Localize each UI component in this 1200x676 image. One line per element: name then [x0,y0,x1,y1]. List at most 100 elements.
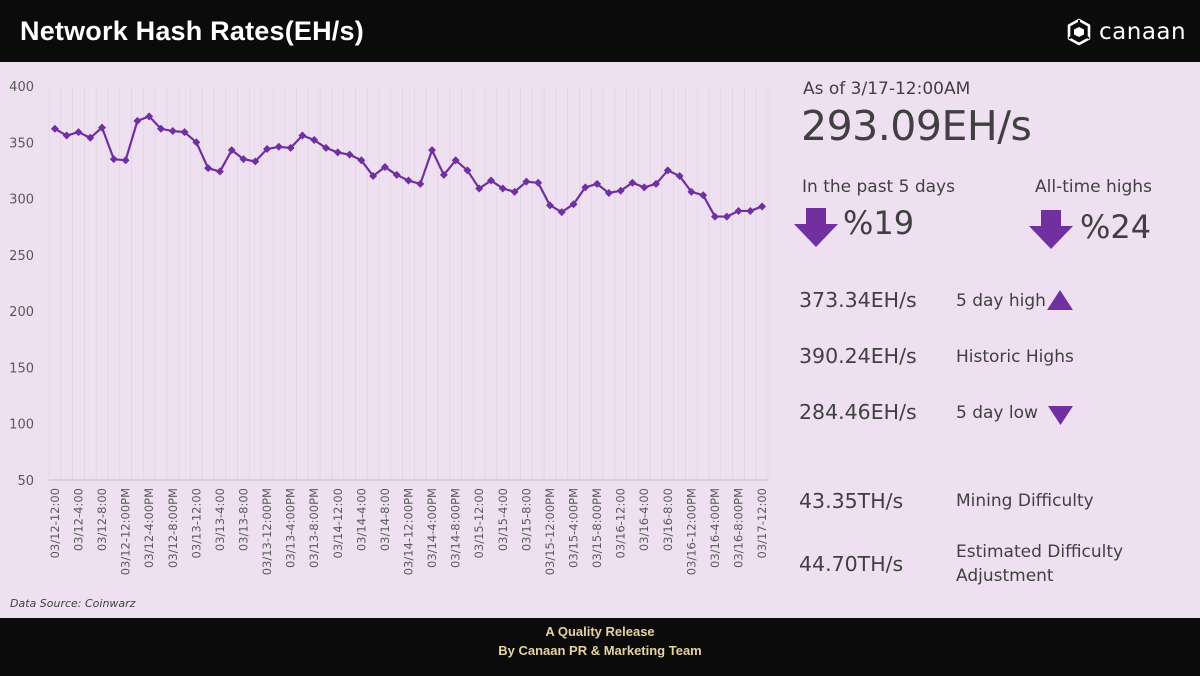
data-point [263,145,272,154]
data-point [239,155,248,164]
as-of-label: As of 3/17-12:00AM [803,79,971,99]
x-tick-label: 03/14-8:00PM [449,488,463,568]
data-point [380,163,389,172]
data-point [534,178,543,187]
x-tick-label: 03/14-8:00 [378,488,392,551]
y-tick-label: 50 [17,474,34,489]
data-point [498,184,507,193]
current-hash-rate: 293.09EH/s [801,102,1032,150]
x-tick-label: 03/15-12:00PM [543,488,557,575]
y-tick-label: 150 [9,361,34,376]
data-point [569,200,578,209]
data-point [439,170,448,179]
data-point [321,143,330,152]
data-point [640,183,649,192]
y-tick-label: 200 [9,305,34,320]
canaan-logo: canaan [1066,18,1186,46]
x-tick-label: 03/16-12:00 [614,488,628,558]
data-point [145,112,154,121]
data-point [734,206,743,215]
x-tick-label: 03/16-8:00 [661,488,675,551]
x-tick-label: 03/13-4:00PM [284,488,298,568]
triangle-down-icon [1048,406,1073,425]
data-point [616,186,625,195]
x-tick-label: 03/17-12:00 [755,488,769,558]
data-point [310,136,319,145]
data-point [416,179,425,188]
data-point [357,156,366,165]
mining-difficulty-label: Mining Difficulty [956,491,1094,511]
data-point [581,183,590,192]
header-bar: Network Hash Rates(EH/s) canaan [0,0,1200,62]
data-point [404,176,413,185]
data-point [475,184,484,193]
historic-high-label: Historic Highs [956,347,1074,367]
x-tick-label: 03/15-12:00 [472,488,486,558]
data-point [98,123,107,132]
hash-rate-chart: 50 100 150 200 250 300 350 400 03/12-12:00 03/12-… [9,80,769,575]
x-tick-label: 03/16-4:00PM [708,488,722,568]
logo-text: canaan [1099,19,1187,45]
x-tick-label: 03/14-12:00PM [402,488,416,575]
x-tick-label: 03/15-4:00PM [567,488,581,568]
five-day-low-value: 284.46EH/s [799,400,917,424]
data-point [710,212,719,221]
data-point [74,128,83,137]
x-tick-label: 03/13-12:00PM [260,488,274,575]
estimated-difficulty-label: Estimated Difficulty Adjustment [956,540,1123,588]
past-5-days-change: %19 [843,204,915,242]
data-point [428,146,437,155]
data-point [604,188,613,197]
data-point [50,124,59,133]
five-day-low-label: 5 day low [956,403,1038,423]
past-5-days-label: In the past 5 days [802,177,955,197]
data-point [286,143,295,152]
data-point [86,133,95,142]
arrow-down-icon [1029,210,1073,249]
triangle-up-icon [1047,290,1073,310]
x-tick-label: 03/16-4:00 [637,488,651,551]
data-point [663,166,672,175]
data-point [593,179,602,188]
x-tick-label: 03/14-4:00 [354,488,368,551]
x-tick-label: 03/12-4:00PM [142,488,156,568]
data-source-note: Data Source: Coinwarz [10,597,136,610]
x-tick-label: 03/15-8:00PM [590,488,604,568]
data-point [487,176,496,185]
data-point [557,208,566,217]
data-point [345,150,354,159]
footer-bar: A Quality Release By Canaan PR & Marketi… [0,618,1200,676]
x-tick-label: 03/13-8:00 [236,488,250,551]
all-time-highs-change: %24 [1080,208,1152,246]
data-point [722,212,731,221]
footer-line-2: By Canaan PR & Marketing Team [498,643,702,658]
data-point [746,206,755,215]
x-tick-label: 03/15-8:00 [519,488,533,551]
data-point [758,202,767,211]
five-day-high-label: 5 day high [956,291,1046,311]
data-point [62,131,71,140]
estimated-difficulty-label-line1: Estimated Difficulty [956,542,1124,562]
x-tick-label: 03/12-4:00 [71,488,85,551]
data-point [699,191,708,200]
content-panel: 50 100 150 200 250 300 350 400 03/12-12:00 03/12-… [0,62,1200,618]
data-point [133,116,142,125]
estimated-difficulty-label-line2: Adjustment [956,566,1054,586]
data-point [156,124,165,133]
x-tick-label: 03/14-12:00 [331,488,345,558]
x-tick-label: 03/16-8:00PM [732,488,746,568]
data-point [204,164,213,173]
chart-axes: 50 100 150 200 250 300 350 400 03/12-12:00 03/12-… [9,80,769,575]
canaan-logo-icon [1067,18,1091,46]
y-tick-label: 400 [9,80,34,95]
data-point [274,142,283,151]
data-point [392,170,401,179]
data-point [227,146,236,155]
data-point [333,148,342,157]
data-point [522,177,531,186]
data-point [545,201,554,210]
x-tick-label: 03/13-12:00 [189,488,203,558]
x-tick-label: 03/13-4:00 [213,488,227,551]
x-tick-label: 03/12-8:00PM [166,488,180,568]
mining-difficulty-value: 43.35TH/s [799,489,904,513]
